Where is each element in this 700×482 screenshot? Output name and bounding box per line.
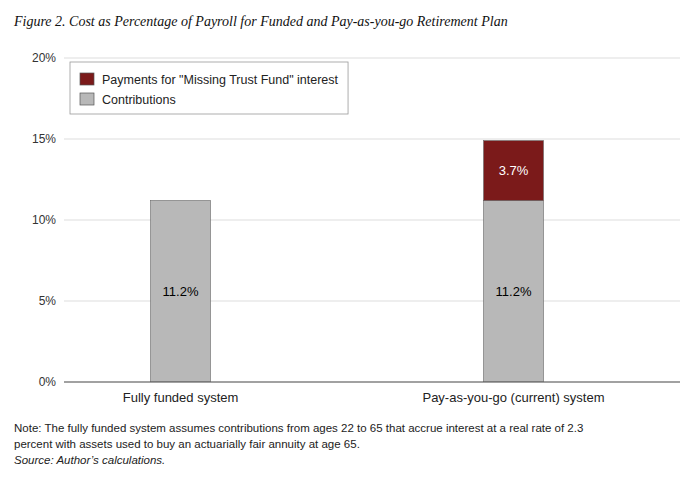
bar-segment [484,201,544,382]
grid-line [64,139,680,140]
bar-segment [151,201,211,382]
x-tick-label: Pay-as-you-go (current) system [422,390,604,405]
y-tick-label: 10% [32,213,56,227]
y-tick-label: 20% [32,51,56,65]
legend-label: Payments for "Missing Trust Fund" intere… [102,73,339,87]
title: Figure 2. Cost as Percentage of Payroll … [13,14,508,29]
note: percent with assets used to buy an actua… [14,438,360,450]
y-tick-label: 0% [39,375,57,389]
chart: Figure 2. Cost as Percentage of Payroll … [0,0,700,482]
x-axis-line [64,382,680,383]
legend: Payments for "Missing Trust Fund" intere… [70,62,348,114]
legend-swatch [80,93,94,105]
data-label: 3.7% [499,163,529,178]
data-labels: 11.2% 11.2% 3.7% [163,163,532,299]
note: Source: Author’s calculations. [14,454,165,466]
data-label: 11.2% [163,284,199,299]
legend-swatch [80,73,94,85]
x-tick-label: Fully funded system [123,390,239,405]
legend-frame [70,62,348,114]
y-tick-label: 5% [39,294,57,308]
data-label: 11.2% [496,284,532,299]
bar-segment [151,200,211,201]
legend-label: Contributions [102,93,176,107]
grid-line [64,382,680,383]
grid [64,58,680,382]
note: Note: The fully funded system assumes co… [14,422,583,434]
y-tick-label: 15% [32,132,56,146]
grid-line [64,58,680,59]
bars [151,141,544,382]
notes: Note: The fully funded system assumes co… [14,422,583,466]
bar-segment [484,141,544,201]
